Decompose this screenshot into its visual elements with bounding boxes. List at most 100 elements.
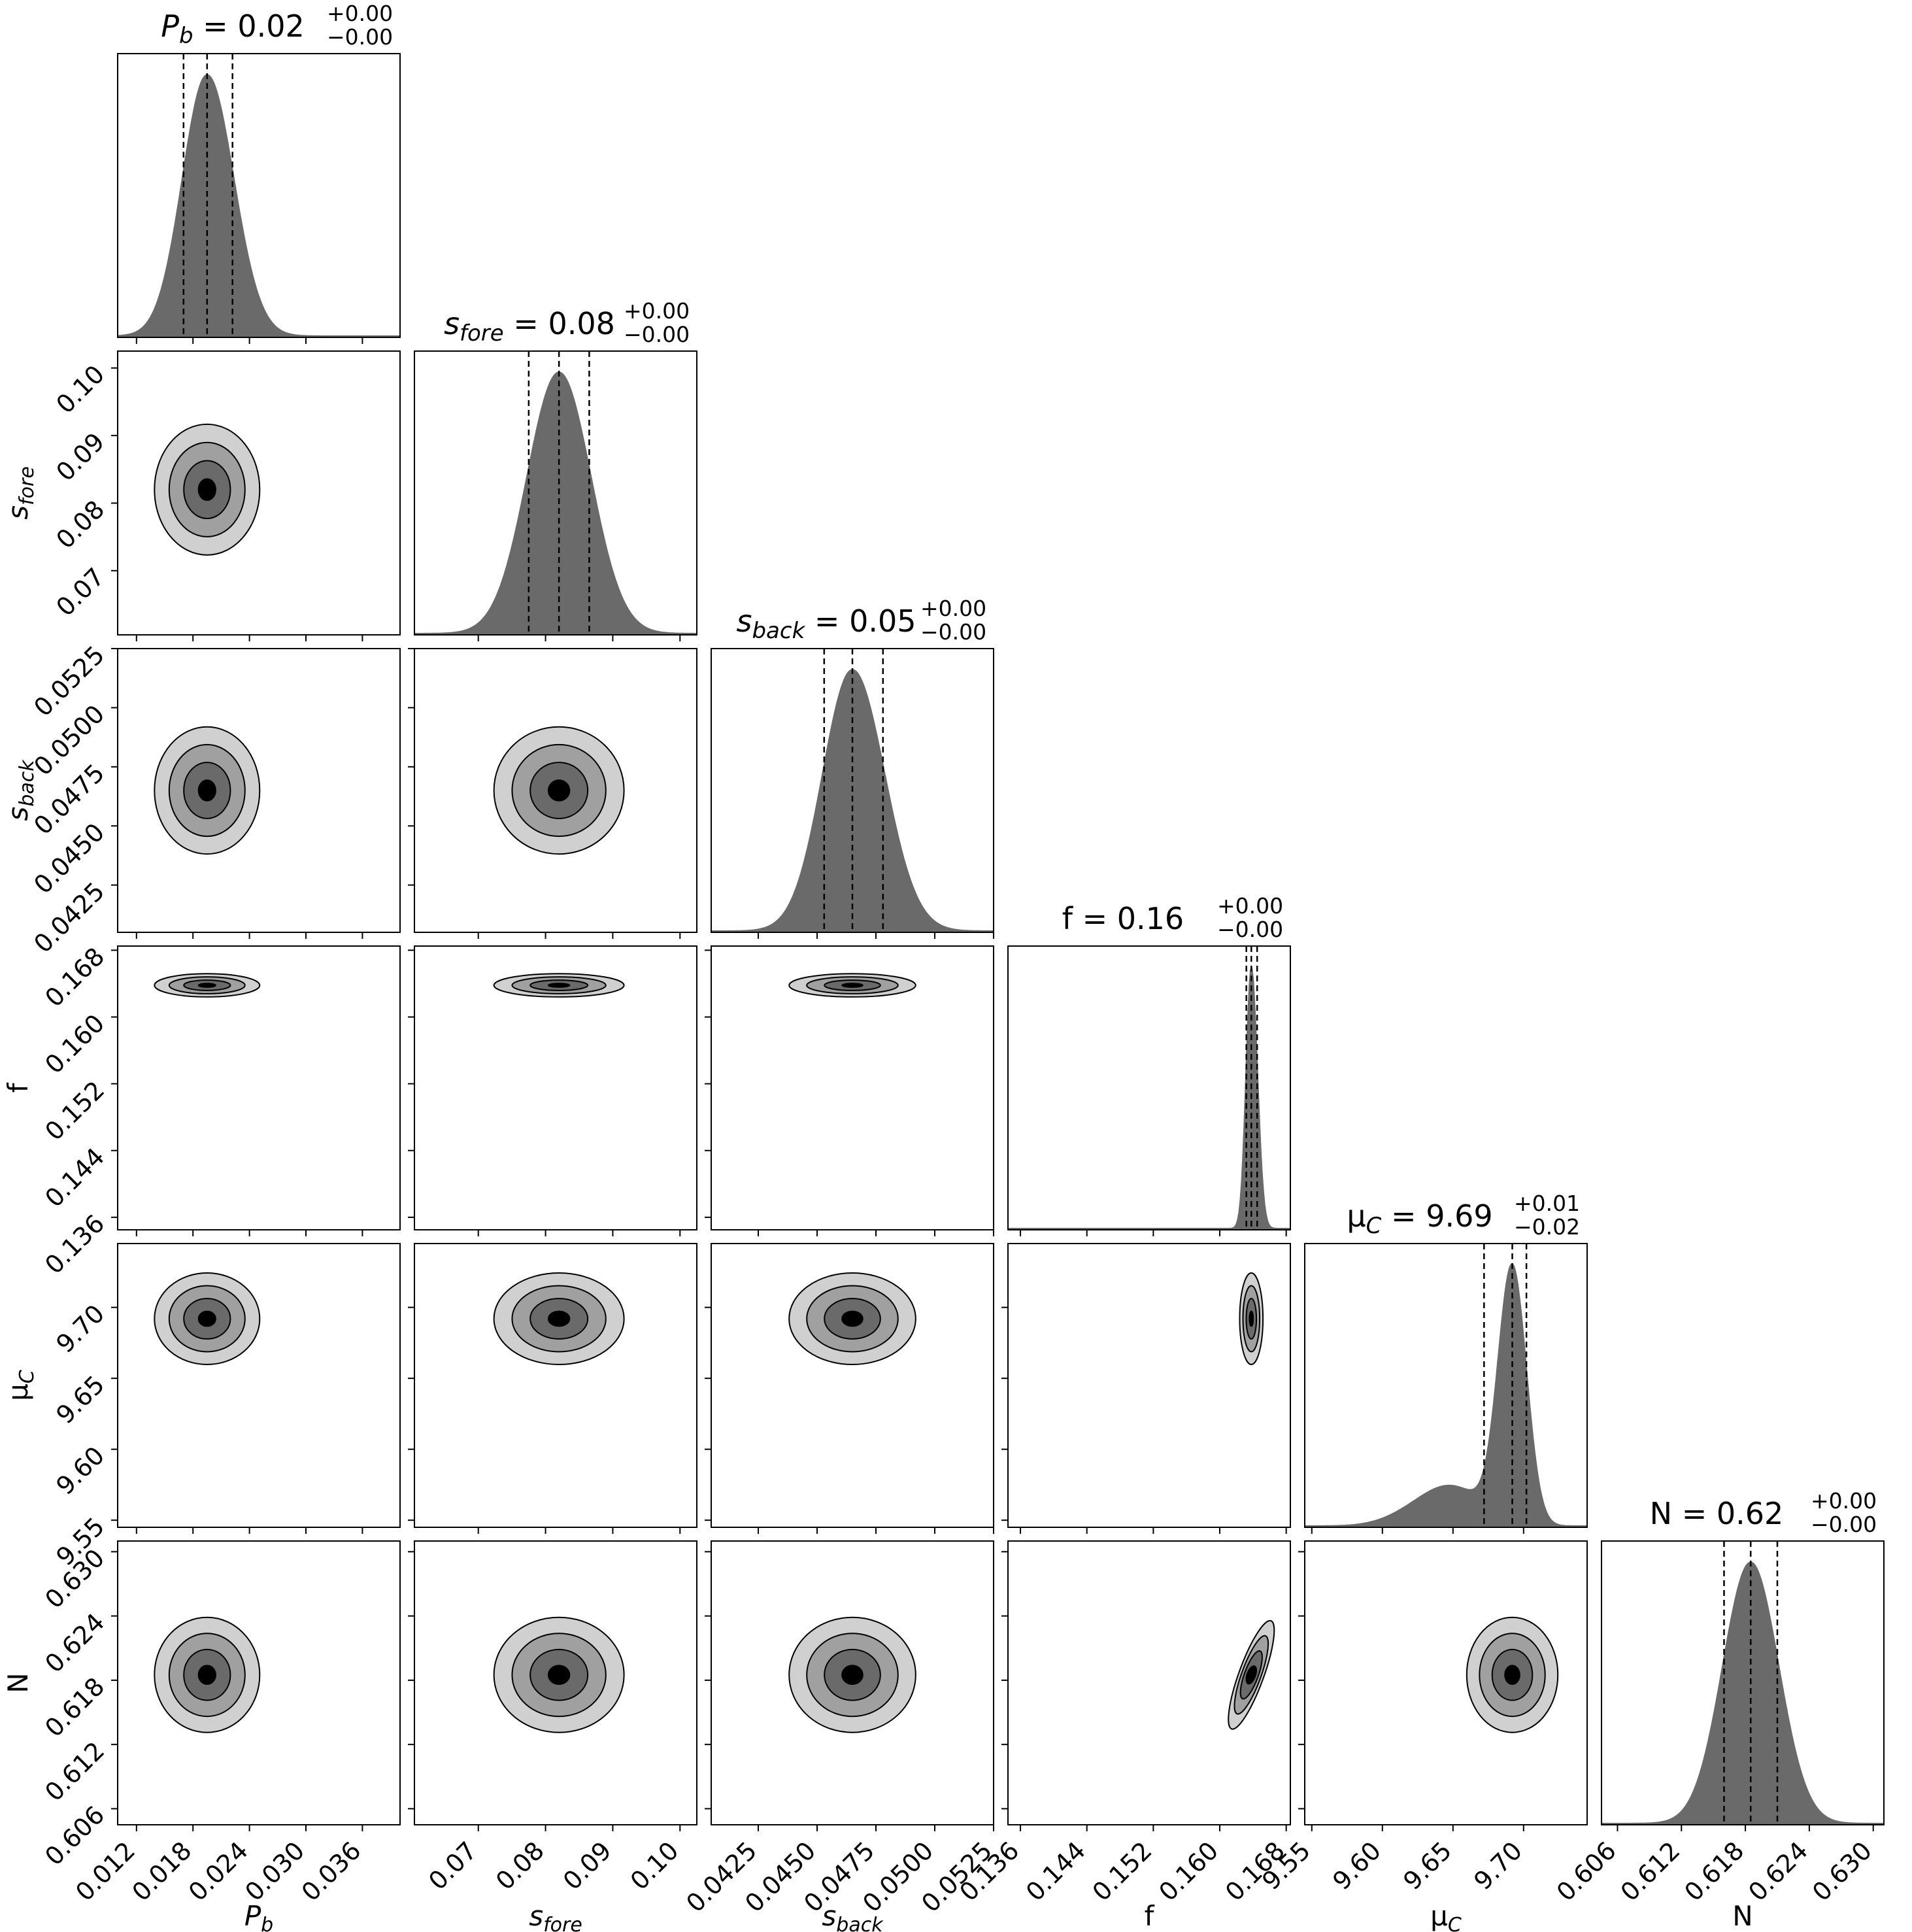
title-err-minus-f: −0.00 bbox=[1217, 917, 1283, 942]
y-tick-label-muC: 9.60 bbox=[50, 1441, 110, 1500]
y-axis-label-sfore: sfore bbox=[2, 466, 39, 520]
panel-frame bbox=[414, 1540, 697, 1825]
x-tick-label-muC: 9.60 bbox=[1327, 1836, 1386, 1895]
contour-level-4 bbox=[197, 1310, 216, 1327]
title-f: f = 0.16 bbox=[1062, 901, 1184, 936]
x-tick-label-Pb: 0.024 bbox=[183, 1836, 254, 1907]
histogram-sfore bbox=[414, 371, 697, 634]
panel-frame bbox=[1601, 1540, 1885, 1825]
y-tick-label-f: 0.160 bbox=[39, 1009, 110, 1079]
y-tick-label-f: 0.152 bbox=[39, 1076, 110, 1146]
y-tick-label-N: 0.624 bbox=[39, 1608, 110, 1678]
x-axis-label-sfore: sfore bbox=[529, 1900, 582, 1932]
x-tick-label-muC: 9.70 bbox=[1468, 1836, 1528, 1895]
x-tick-label-N: 0.624 bbox=[1743, 1836, 1813, 1907]
title-err-plus-sfore: +0.00 bbox=[624, 298, 690, 324]
x-tick-label-Pb: 0.018 bbox=[127, 1836, 197, 1907]
panel-frame bbox=[117, 53, 401, 338]
histogram-N bbox=[1602, 1561, 1884, 1824]
panel-sfore-sback bbox=[408, 648, 697, 939]
y-tick-label-sfore: 0.07 bbox=[50, 562, 110, 622]
title-err-plus-f: +0.00 bbox=[1217, 893, 1283, 919]
x-tick-label-f: 0.152 bbox=[1087, 1836, 1158, 1907]
panel-sfore-N: 0.07 0.08 0.09 0.10 sfore bbox=[408, 1540, 697, 1932]
x-axis-label-N: N bbox=[1732, 1900, 1753, 1932]
contour-level-4 bbox=[1245, 1665, 1258, 1685]
x-tick-label-f: 0.144 bbox=[1020, 1836, 1091, 1907]
y-tick-label-muC: 9.70 bbox=[50, 1299, 110, 1359]
y-tick-label-sfore: 0.08 bbox=[50, 495, 110, 554]
panel-frame bbox=[711, 648, 994, 933]
panel-Pb-sfore: 0.07 0.08 0.09 0.10 sfore bbox=[2, 350, 401, 641]
y-axis-label-N: N bbox=[2, 1672, 34, 1693]
contour-level-4 bbox=[197, 779, 216, 802]
contour-level-4 bbox=[1504, 1665, 1520, 1686]
contour-level-4 bbox=[841, 1310, 864, 1327]
y-tick-label-f: 0.136 bbox=[39, 1209, 110, 1280]
histogram-f bbox=[1008, 966, 1290, 1229]
x-tick-label-N: 0.612 bbox=[1615, 1836, 1686, 1907]
x-axis-label-f: f bbox=[1145, 1900, 1155, 1932]
title-err-minus-sback: −0.00 bbox=[920, 619, 986, 645]
x-axis-label-Pb: Pb bbox=[244, 1900, 273, 1932]
contour-level-4 bbox=[547, 1665, 571, 1686]
y-axis-label-muC: μC bbox=[2, 1370, 39, 1401]
panel-f-f: f = 0.16 +0.00−0.00 bbox=[1007, 893, 1291, 1236]
x-axis-label-sback: sback bbox=[822, 1900, 884, 1932]
y-tick-label-muC: 9.65 bbox=[50, 1370, 110, 1429]
title-err-plus-muC: +0.01 bbox=[1514, 1191, 1580, 1216]
contour-level-4 bbox=[841, 983, 864, 988]
panel-frame bbox=[711, 1243, 994, 1528]
panel-frame bbox=[1304, 1540, 1588, 1825]
x-tick-label-muC: 9.65 bbox=[1398, 1836, 1457, 1895]
panel-frame bbox=[1007, 945, 1291, 1230]
contour-level-4 bbox=[197, 478, 216, 501]
panel-frame bbox=[117, 1540, 401, 1825]
title-sback: sback = 0.05 bbox=[737, 603, 916, 644]
panel-frame bbox=[414, 350, 697, 636]
x-tick-label-sfore: 0.10 bbox=[625, 1836, 684, 1895]
title-muC: μC = 9.69 bbox=[1347, 1198, 1492, 1239]
x-tick-label-N: 0.606 bbox=[1551, 1836, 1622, 1907]
panel-frame bbox=[1007, 1243, 1291, 1528]
x-axis-label-muC: μC bbox=[1430, 1900, 1462, 1932]
x-tick-label-Pb: 0.030 bbox=[239, 1836, 310, 1907]
histogram-muC bbox=[1305, 1263, 1587, 1527]
title-err-minus-muC: −0.02 bbox=[1514, 1214, 1580, 1240]
panel-N-N: N = 0.62 +0.00−0.00 0.6060.6120.6180.6240.… bbox=[1551, 1488, 1885, 1932]
histogram-Pb bbox=[117, 74, 400, 337]
panel-Pb-N: 0.0120.0180.0240.0300.0360.6060.6120.618… bbox=[2, 1540, 401, 1932]
panel-frame bbox=[414, 1243, 697, 1528]
x-tick-label-sfore: 0.07 bbox=[423, 1836, 482, 1895]
panel-frame bbox=[711, 945, 994, 1230]
y-tick-label-sfore: 0.10 bbox=[50, 360, 110, 419]
panel-sback-f bbox=[705, 945, 994, 1236]
title-err-plus-N: +0.00 bbox=[1811, 1488, 1877, 1514]
title-err-plus-Pb: +0.00 bbox=[327, 1, 393, 26]
panel-Pb-Pb: Pb = 0.02 +0.00−0.00 bbox=[117, 1, 401, 344]
title-N: N = 0.62 bbox=[1650, 1496, 1784, 1531]
panel-frame bbox=[414, 945, 697, 1230]
panel-muC-muC: μC = 9.69 +0.01−0.02 bbox=[1304, 1191, 1588, 1534]
title-err-minus-sfore: −0.00 bbox=[624, 322, 690, 347]
contour-level-4 bbox=[547, 1310, 571, 1327]
panel-sback-muC bbox=[705, 1243, 994, 1534]
y-tick-label-f: 0.144 bbox=[39, 1142, 110, 1213]
contour-level-4 bbox=[547, 779, 571, 802]
y-tick-label-N: 0.612 bbox=[39, 1736, 110, 1806]
contour-level-4 bbox=[547, 983, 571, 988]
contour-level-4 bbox=[841, 1665, 864, 1686]
panel-frame bbox=[414, 648, 697, 933]
panel-f-muC bbox=[1001, 1243, 1291, 1534]
panel-sfore-sfore: sfore = 0.08 +0.00−0.00 bbox=[414, 298, 697, 641]
title-Pb: Pb = 0.02 bbox=[161, 8, 305, 49]
y-axis-label-sback: sback bbox=[2, 759, 39, 821]
contour-level-4 bbox=[1249, 1310, 1254, 1327]
panel-frame bbox=[711, 1540, 994, 1825]
contour-level-4 bbox=[197, 1665, 216, 1686]
